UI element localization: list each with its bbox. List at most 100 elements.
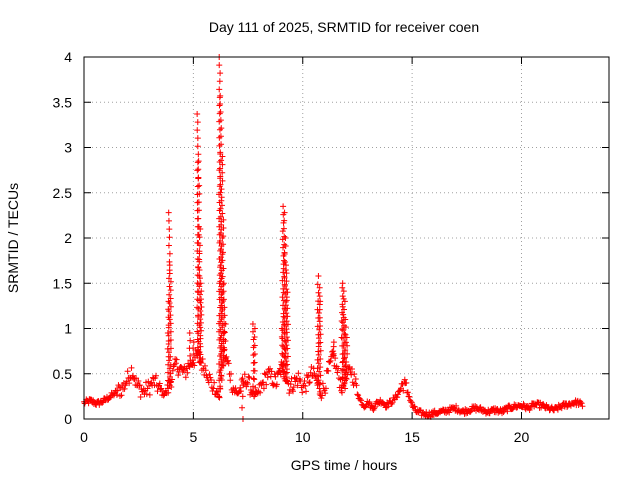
data-point: [282, 258, 289, 265]
data-point: [314, 281, 321, 288]
y-tick-label: 1.5: [53, 275, 73, 291]
data-point: [564, 403, 571, 410]
data-point: [315, 377, 322, 384]
data-point: [394, 391, 401, 398]
data-point: [165, 209, 172, 216]
data-point: [408, 399, 415, 406]
data-point: [281, 282, 288, 289]
data-point: [172, 360, 179, 367]
data-point: [314, 373, 321, 380]
data-point: [148, 379, 155, 386]
data-point: [251, 333, 258, 340]
data-point: [281, 241, 288, 248]
data-point: [219, 249, 226, 256]
data-point: [340, 327, 347, 334]
x-tick-label: 5: [189, 429, 197, 445]
data-point: [284, 313, 291, 320]
data-point: [282, 235, 289, 241]
data-point: [195, 215, 202, 222]
data-point: [118, 392, 125, 399]
data-point: [218, 157, 225, 164]
data-point: [281, 233, 288, 240]
data-point: [317, 347, 324, 354]
y-tick-label: 1: [64, 321, 72, 337]
data-point: [166, 365, 173, 372]
data-point: [220, 216, 227, 223]
data-point: [251, 325, 258, 332]
data-point: [281, 209, 288, 216]
data-point: [195, 166, 202, 173]
data-point: [371, 405, 378, 412]
data-point: [283, 278, 290, 285]
data-point: [283, 358, 290, 365]
data-point: [319, 392, 326, 399]
data-point: [214, 389, 221, 396]
data-point: [165, 324, 172, 331]
data-point: [165, 377, 172, 384]
data-point: [344, 342, 351, 349]
data-point: [121, 385, 128, 392]
data-point: [251, 342, 258, 349]
data-point: [216, 126, 223, 133]
data-point: [505, 402, 512, 409]
data-point: [315, 343, 322, 350]
data-point: [355, 392, 362, 399]
data-point: [216, 393, 223, 400]
data-point: [406, 393, 413, 400]
y-tick-label: 0: [64, 411, 72, 427]
data-point: [281, 314, 288, 321]
data-point: [217, 92, 224, 99]
data-point: [342, 324, 349, 331]
data-point: [165, 369, 172, 376]
data-point: [281, 274, 288, 281]
data-point: [165, 242, 172, 249]
data-point: [221, 312, 228, 319]
chart-title: Day 111 of 2025, SRMTID for receiver coe…: [209, 19, 479, 35]
data-point: [294, 382, 301, 389]
data-point: [301, 378, 308, 385]
data-point: [322, 390, 329, 397]
data-point: [217, 133, 224, 140]
data-point: [165, 349, 172, 356]
data-point: [168, 378, 175, 385]
data-point: [208, 376, 215, 383]
data-point: [279, 318, 286, 325]
data-point: [282, 242, 289, 249]
data-point: [223, 353, 230, 360]
data-point: [136, 382, 143, 389]
data-point: [165, 332, 172, 339]
data-point: [167, 328, 174, 335]
data-point: [196, 182, 203, 189]
data-point: [251, 376, 258, 383]
data-point: [218, 254, 225, 261]
data-point: [220, 265, 227, 272]
data-point: [211, 379, 218, 386]
y-tick-label: 3: [64, 140, 72, 156]
data-point: [217, 109, 224, 116]
data-point: [190, 351, 197, 358]
data-point: [284, 353, 291, 360]
data-point: [368, 401, 375, 408]
data-point: [251, 350, 258, 357]
data-point: [167, 337, 174, 344]
data-point: [196, 291, 203, 298]
data-point: [270, 382, 277, 389]
data-point: [250, 328, 257, 335]
data-point: [316, 380, 323, 387]
data-point: [280, 203, 287, 210]
data-point: [250, 352, 257, 359]
data-point: [316, 284, 323, 291]
data-point: [167, 303, 174, 310]
data-point: [341, 306, 348, 313]
data-point: [282, 354, 289, 361]
data-point: [317, 372, 324, 379]
data-point: [281, 217, 288, 224]
data-point: [195, 207, 202, 214]
data-point: [189, 357, 196, 364]
data-point: [197, 280, 204, 287]
data-point: [225, 360, 232, 367]
data-point: [194, 159, 201, 166]
data-point: [166, 357, 173, 364]
data-point: [453, 402, 460, 409]
data-point: [342, 346, 349, 353]
